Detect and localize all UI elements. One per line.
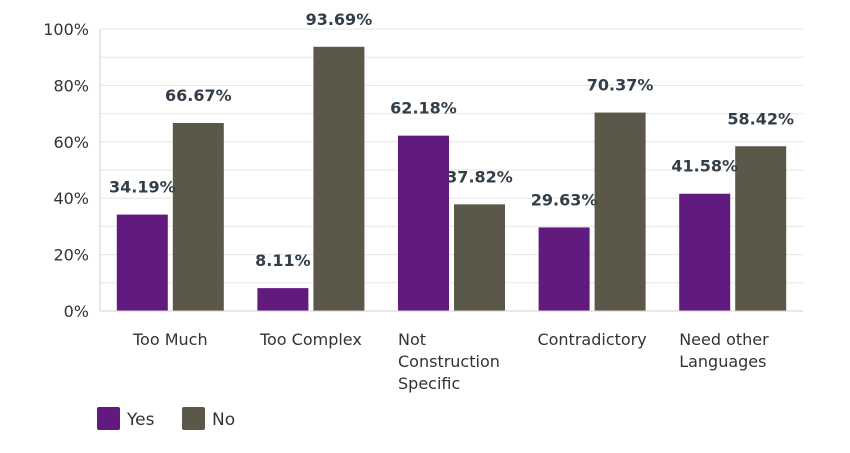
x-category-label-line: Construction xyxy=(398,352,500,371)
legend-label-no: No xyxy=(212,410,235,430)
bar-no[interactable] xyxy=(594,112,646,311)
data-label: 62.18% xyxy=(390,99,457,118)
y-tick-label: 100% xyxy=(43,20,89,39)
bar-no[interactable] xyxy=(172,122,224,311)
x-category-label-line: Too Complex xyxy=(259,330,362,349)
x-category-label-line: Languages xyxy=(679,352,766,371)
y-tick-label: 0% xyxy=(64,302,89,321)
x-category-label: Contradictory xyxy=(537,330,646,349)
data-label: 70.37% xyxy=(587,76,654,95)
legend-swatch-no xyxy=(182,407,205,430)
x-category-label: Too Complex xyxy=(259,330,362,349)
legend: Yes No xyxy=(97,407,235,430)
y-axis: 0% 20% 40% 60% 80% 100% xyxy=(43,20,101,321)
bar-no[interactable] xyxy=(313,46,365,312)
y-tick-label: 60% xyxy=(53,133,89,152)
bar-yes[interactable] xyxy=(116,214,168,311)
bar-no[interactable] xyxy=(454,204,505,311)
data-labels: 34.19% 66.67% 8.11% 93.69% 62.18% 37.82% 29.63… xyxy=(109,10,794,270)
x-category-label: Need other Languages xyxy=(679,330,769,371)
y-tick-label: 40% xyxy=(53,189,89,208)
y-tick-label: 80% xyxy=(53,76,89,95)
x-category-label-line: Not xyxy=(398,330,426,349)
bar-yes[interactable] xyxy=(398,135,449,311)
data-label: 41.58% xyxy=(671,157,738,176)
bar-yes[interactable] xyxy=(257,288,309,311)
bars xyxy=(116,46,787,312)
x-category-label-line: Specific xyxy=(398,374,460,393)
data-label: 37.82% xyxy=(446,167,513,186)
bar-yes[interactable] xyxy=(538,227,590,311)
legend-swatch-yes xyxy=(97,407,120,430)
x-axis: Too Much Too Complex Not Construction Specif… xyxy=(100,310,803,393)
data-label: 93.69% xyxy=(306,10,373,29)
x-category-label: Not Construction Specific xyxy=(398,330,500,393)
x-category-label-line: Need other xyxy=(679,330,769,349)
y-tick-label: 20% xyxy=(53,246,89,265)
x-category-label-line: Too Much xyxy=(132,330,208,349)
data-label: 66.67% xyxy=(165,86,232,105)
data-label: 34.19% xyxy=(109,178,176,197)
data-label: 29.63% xyxy=(531,190,598,209)
legend-label-yes: Yes xyxy=(126,410,155,430)
data-label: 58.42% xyxy=(727,109,794,128)
x-category-label-line: Contradictory xyxy=(537,330,646,349)
x-category-label: Too Much xyxy=(132,330,208,349)
bar-yes[interactable] xyxy=(679,193,731,311)
bar-no[interactable] xyxy=(735,146,787,311)
data-label: 8.11% xyxy=(255,251,311,270)
